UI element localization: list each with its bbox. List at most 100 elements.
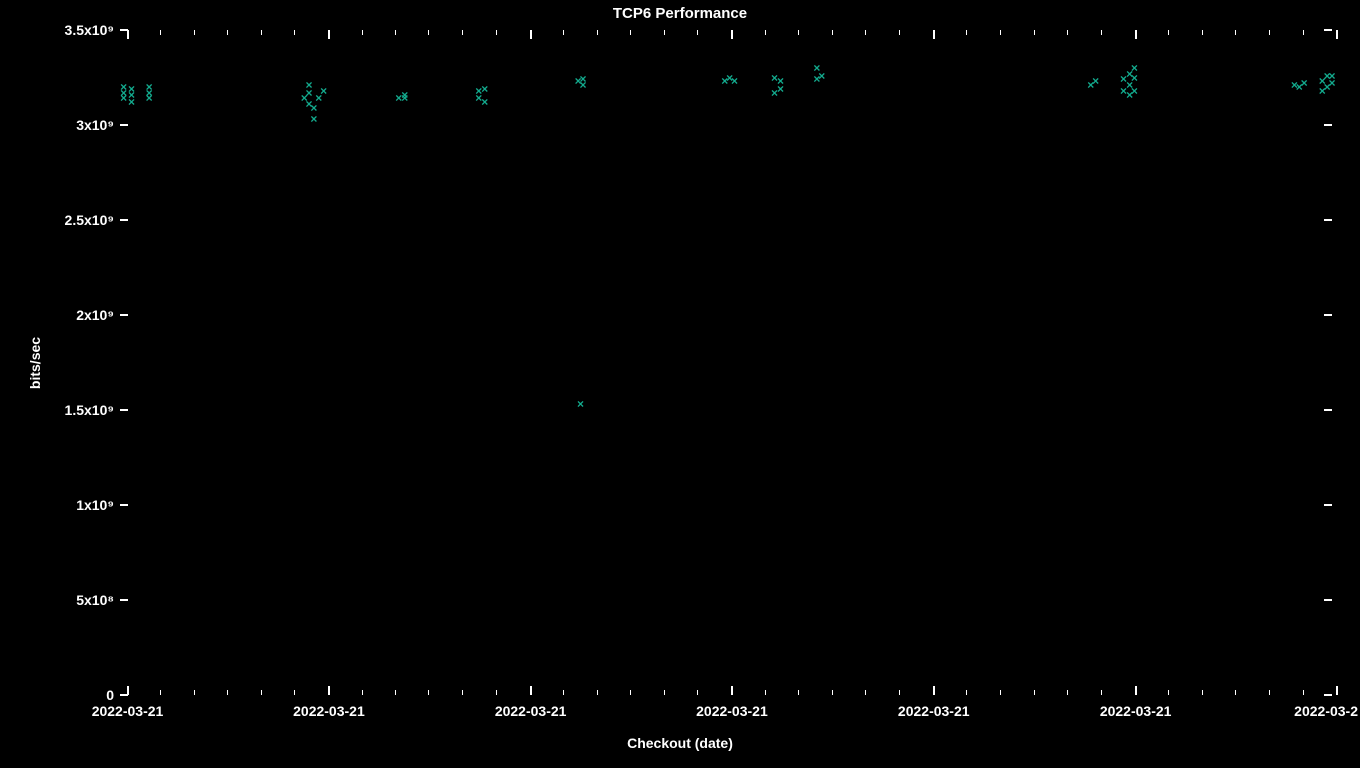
x-minor-tick xyxy=(1034,690,1035,695)
data-point: × xyxy=(818,70,825,82)
x-minor-tick xyxy=(597,30,598,35)
x-minor-tick xyxy=(462,690,463,695)
y-tick-label: 5x10⁸ xyxy=(76,592,114,608)
x-tick-label: 2022-03-21 xyxy=(1100,703,1172,719)
x-minor-tick xyxy=(261,690,262,695)
x-minor-tick xyxy=(428,690,429,695)
data-point: × xyxy=(777,75,784,87)
y-tick-mark xyxy=(120,504,128,506)
x-major-tick xyxy=(328,30,330,39)
x-minor-tick xyxy=(664,30,665,35)
y-tick-mark xyxy=(120,314,128,316)
x-minor-tick xyxy=(1101,690,1102,695)
x-minor-tick xyxy=(899,30,900,35)
x-minor-tick xyxy=(798,690,799,695)
x-major-tick xyxy=(1135,30,1137,39)
y-tick-label: 1x10⁹ xyxy=(76,497,114,513)
y-tick-label: 0 xyxy=(106,687,114,703)
data-point: × xyxy=(1328,70,1335,82)
x-tick-label: 2022-03-21 xyxy=(92,703,164,719)
x-minor-tick xyxy=(1000,30,1001,35)
x-minor-tick xyxy=(160,690,161,695)
x-minor-tick xyxy=(697,30,698,35)
y-tick-label: 2x10⁹ xyxy=(76,307,114,323)
x-minor-tick xyxy=(194,690,195,695)
x-major-tick xyxy=(1336,686,1338,695)
x-minor-tick xyxy=(1303,690,1304,695)
y-tick-mark xyxy=(1324,599,1332,601)
x-minor-tick xyxy=(865,30,866,35)
x-major-tick xyxy=(731,30,733,39)
data-point: × xyxy=(401,92,408,104)
y-axis-label: bits/sec xyxy=(27,333,43,393)
data-point: × xyxy=(320,85,327,97)
x-minor-tick xyxy=(362,690,363,695)
x-minor-tick xyxy=(1168,690,1169,695)
data-point: × xyxy=(1301,77,1308,89)
y-tick-label: 2.5x10⁹ xyxy=(65,212,114,228)
x-minor-tick xyxy=(496,30,497,35)
x-minor-tick xyxy=(1235,690,1236,695)
y-tick-label: 1.5x10⁹ xyxy=(65,402,114,418)
x-major-tick xyxy=(530,686,532,695)
x-minor-tick xyxy=(765,690,766,695)
x-minor-tick xyxy=(865,690,866,695)
data-point: × xyxy=(310,113,317,125)
x-minor-tick xyxy=(798,30,799,35)
data-point: × xyxy=(1131,85,1138,97)
x-minor-tick xyxy=(1000,690,1001,695)
x-tick-label: 2022-03-21 xyxy=(495,703,567,719)
y-tick-mark xyxy=(120,409,128,411)
x-minor-tick xyxy=(395,690,396,695)
x-axis-label: Checkout (date) xyxy=(0,735,1360,751)
x-minor-tick xyxy=(765,30,766,35)
y-tick-mark xyxy=(1324,29,1332,31)
x-minor-tick xyxy=(462,30,463,35)
y-tick-mark xyxy=(120,599,128,601)
x-minor-tick xyxy=(261,30,262,35)
y-tick-mark xyxy=(120,124,128,126)
x-minor-tick xyxy=(395,30,396,35)
y-tick-mark xyxy=(1324,124,1332,126)
x-minor-tick xyxy=(563,30,564,35)
y-tick-mark xyxy=(1324,694,1332,696)
data-point: × xyxy=(146,81,153,93)
x-minor-tick xyxy=(1034,30,1035,35)
x-tick-label: 2022-03-21 xyxy=(696,703,768,719)
x-minor-tick xyxy=(1202,30,1203,35)
x-minor-tick xyxy=(227,30,228,35)
x-minor-tick xyxy=(664,690,665,695)
x-minor-tick xyxy=(630,30,631,35)
x-minor-tick xyxy=(294,690,295,695)
y-tick-mark xyxy=(1324,314,1332,316)
data-point: × xyxy=(128,83,135,95)
x-minor-tick xyxy=(194,30,195,35)
y-tick-mark xyxy=(1324,219,1332,221)
x-minor-tick xyxy=(1303,30,1304,35)
x-minor-tick xyxy=(1168,30,1169,35)
x-minor-tick xyxy=(362,30,363,35)
x-major-tick xyxy=(933,686,935,695)
x-minor-tick xyxy=(496,690,497,695)
x-minor-tick xyxy=(697,690,698,695)
data-point: × xyxy=(1092,75,1099,87)
x-minor-tick xyxy=(160,30,161,35)
y-tick-label: 3.5x10⁹ xyxy=(65,22,114,38)
x-major-tick xyxy=(1135,686,1137,695)
x-minor-tick xyxy=(428,30,429,35)
x-major-tick xyxy=(127,686,129,695)
plot-area: ××××××××××××××××××××××××××××××××××××××××… xyxy=(120,30,1332,695)
x-minor-tick xyxy=(227,690,228,695)
y-tick-label: 3x10⁹ xyxy=(76,117,114,133)
y-tick-mark xyxy=(120,219,128,221)
x-minor-tick xyxy=(597,690,598,695)
x-minor-tick xyxy=(899,690,900,695)
data-point: × xyxy=(579,73,586,85)
data-point: × xyxy=(731,75,738,87)
x-minor-tick xyxy=(966,690,967,695)
x-minor-tick xyxy=(1067,690,1068,695)
tcp6-performance-chart: TCP6 Performance bits/sec Checkout (date… xyxy=(0,0,1360,768)
x-tick-label: 2022-03-21 xyxy=(293,703,365,719)
x-major-tick xyxy=(1336,30,1338,39)
chart-title: TCP6 Performance xyxy=(0,5,1360,22)
